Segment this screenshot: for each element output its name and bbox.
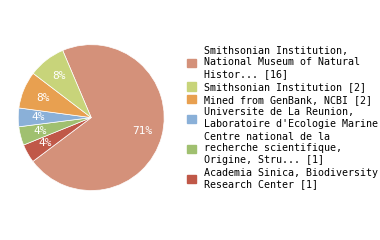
Text: 4%: 4% (33, 126, 47, 136)
Text: 8%: 8% (36, 93, 49, 102)
Legend: Smithsonian Institution,
National Museum of Natural
Histor... [16], Smithsonian : Smithsonian Institution, National Museum… (187, 46, 380, 189)
Wedge shape (33, 45, 164, 191)
Text: 4%: 4% (32, 112, 46, 122)
Wedge shape (19, 118, 91, 145)
Text: 8%: 8% (52, 71, 66, 81)
Wedge shape (18, 108, 91, 127)
Text: 4%: 4% (39, 138, 52, 149)
Wedge shape (33, 50, 91, 118)
Wedge shape (19, 73, 91, 118)
Wedge shape (24, 118, 91, 162)
Text: 71%: 71% (132, 126, 152, 136)
